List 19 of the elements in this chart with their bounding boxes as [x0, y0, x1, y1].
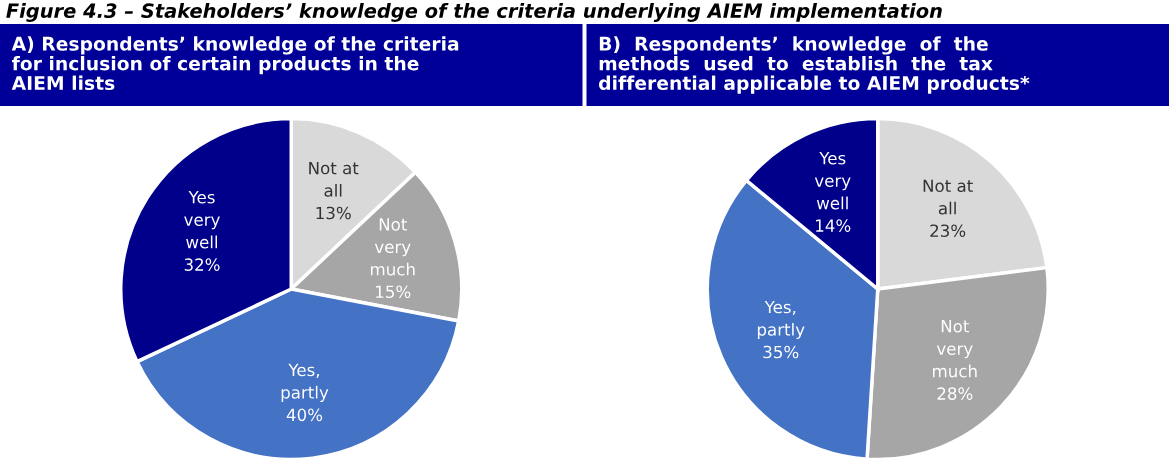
data-label: 13% [316, 206, 351, 220]
slice-label: Not at all [309, 161, 359, 197]
slice-label: Not very much [933, 320, 977, 378]
data-label: 28% [937, 387, 973, 400]
data-label: 40% [286, 408, 323, 422]
chart-title: B) Respondents’ knowledge of the methods used to establish the tax differential applicable to AIEM products* [598, 36, 1030, 94]
slice-label: Yes very well [814, 152, 851, 210]
slice-label: Yes, partly [757, 300, 805, 340]
data-label: 32% [184, 258, 220, 271]
data-label: 35% [763, 345, 799, 359]
data-label: 14% [816, 219, 851, 232]
slice-label: Not at all [923, 179, 973, 215]
slice-label: Not very much [371, 218, 415, 276]
slice-label: Yes, partly [281, 363, 329, 402]
data-label: 23% [930, 224, 966, 238]
caption: Figure 4.3 – Stakeholders’ knowledge of the criteria underlying AIEM implementation [6, 3, 942, 22]
slice-label: Yes very well [184, 191, 220, 249]
data-label: 15% [376, 285, 411, 299]
chart-title: A) Respondents’ knowledge of the criteria for inclusion of certain products in the AIEM lists [11, 36, 459, 91]
